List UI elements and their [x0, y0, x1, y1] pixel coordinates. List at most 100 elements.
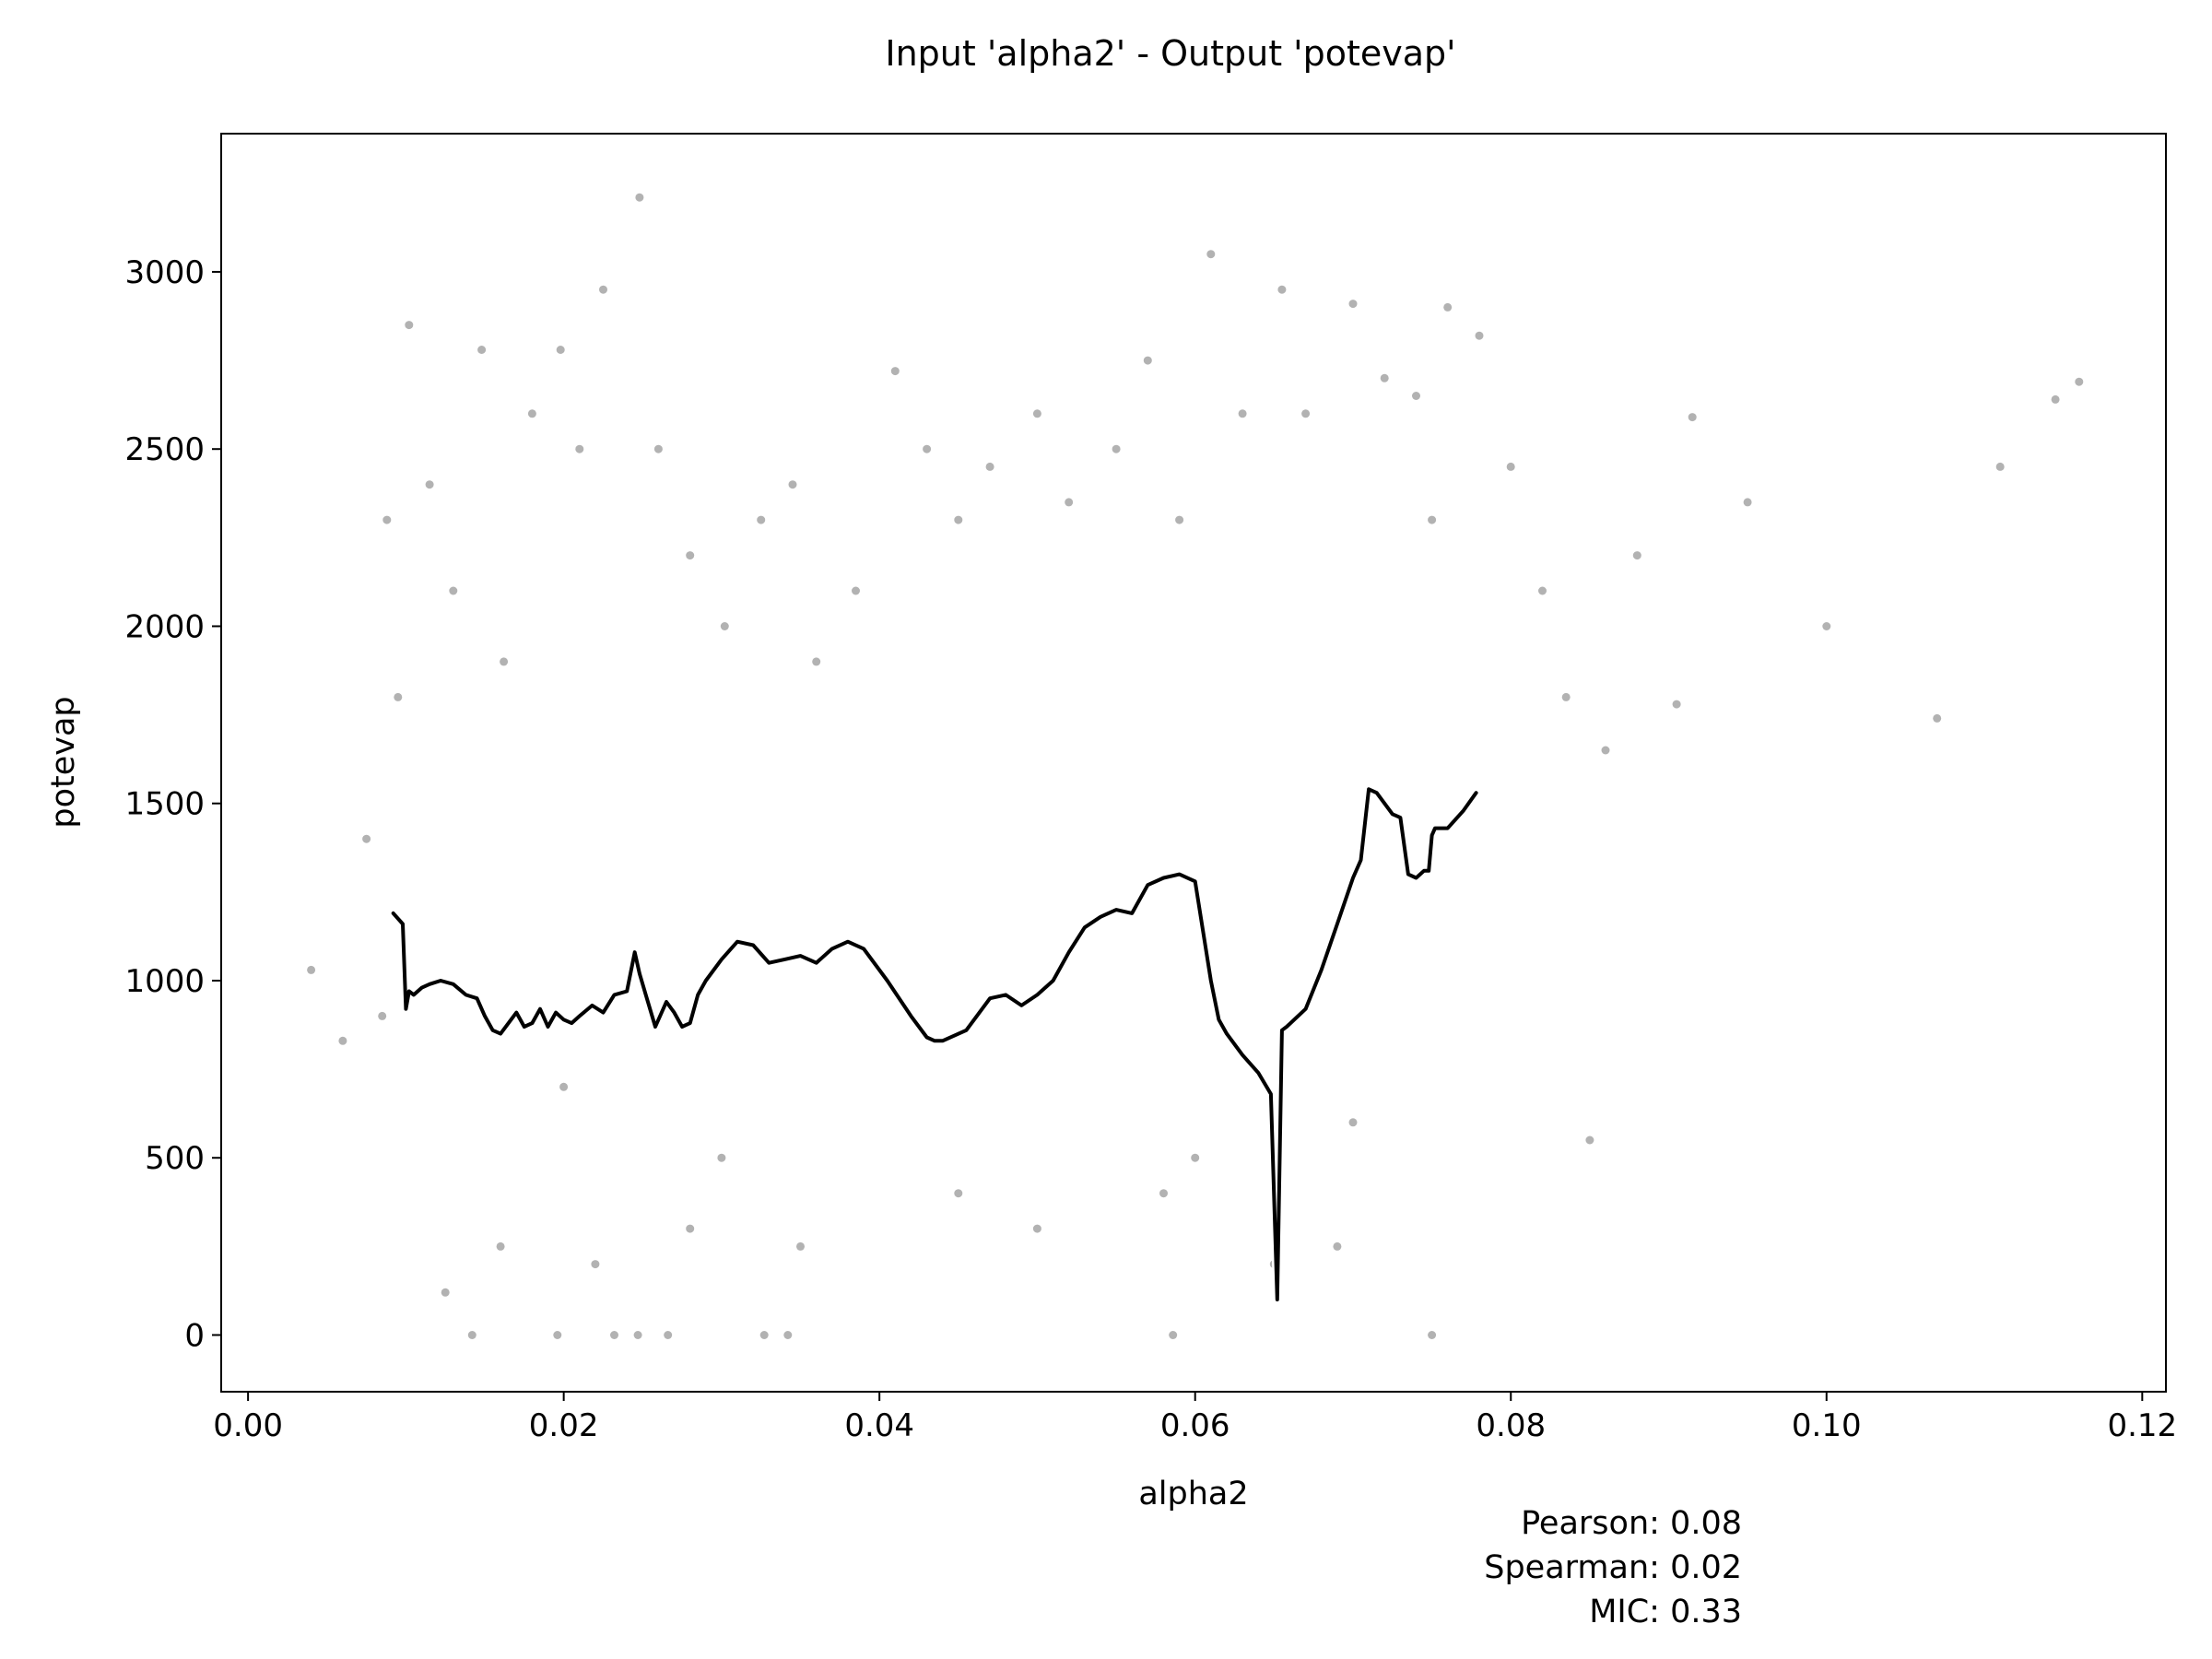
scatter-point	[686, 1224, 695, 1233]
chart-title: Input 'alpha2' - Output 'potevap'	[885, 33, 1455, 74]
scatter-point	[890, 367, 900, 376]
scatter-point	[1348, 1118, 1358, 1127]
scatter-point	[653, 444, 663, 453]
y-tick-label: 1000	[124, 963, 205, 1000]
y-axis-label: potevap	[45, 696, 82, 828]
scatter-point	[1688, 413, 1697, 422]
scatter-point	[467, 1331, 477, 1339]
stat-pearson: Pearson: 0.08	[1521, 1505, 1742, 1542]
scatter-point	[1191, 1153, 1200, 1162]
scatter-point	[559, 1082, 569, 1091]
scatter-point	[1380, 373, 1389, 382]
x-tick-label: 0.04	[844, 1407, 914, 1444]
scatter-point	[954, 1189, 963, 1198]
scatter-point	[307, 965, 316, 974]
trend-line-outline	[389, 784, 1481, 1304]
scatter-point	[1443, 302, 1453, 312]
scatter-point	[635, 193, 644, 202]
stat-spearman: Spearman: 0.02	[1484, 1549, 1742, 1586]
scatter-point	[1143, 356, 1152, 365]
x-tick-label: 0.08	[1476, 1407, 1546, 1444]
scatter-point	[788, 480, 797, 489]
scatter-point	[1238, 409, 1247, 418]
scatter-point	[1032, 1224, 1041, 1233]
y-axis-ticks: 0 500 1000 1500 2000 2500 3000	[124, 254, 221, 1354]
scatter-point	[610, 1331, 618, 1339]
scatter-point	[378, 1011, 387, 1020]
scatter-point	[1561, 692, 1571, 701]
scatter-point	[812, 657, 821, 666]
x-tick-label: 0.10	[1792, 1407, 1862, 1444]
scatter-point	[500, 657, 509, 666]
scatter-point	[591, 1260, 600, 1269]
scatter-point	[362, 834, 371, 843]
x-tick-label: 0.00	[213, 1407, 283, 1444]
scatter-point	[1506, 462, 1515, 471]
scatter-point	[1206, 250, 1216, 259]
scatter-point	[382, 515, 392, 524]
scatter-point	[633, 1331, 642, 1339]
scatter-point	[1412, 392, 1420, 400]
scatter-point	[338, 1036, 347, 1045]
scatter-point	[425, 480, 434, 489]
scatter-point	[954, 515, 963, 524]
scatter-point	[1822, 622, 1831, 630]
scatter-point	[1601, 746, 1610, 755]
y-tick-label: 3000	[124, 254, 205, 291]
scatter-point	[686, 551, 695, 560]
scatter-point	[1632, 551, 1641, 560]
y-tick-label: 2000	[124, 608, 205, 645]
scatter-point	[556, 346, 565, 354]
scatter-point	[1065, 498, 1074, 507]
scatter-point	[449, 586, 458, 595]
y-tick-label: 500	[145, 1140, 205, 1177]
scatter-points	[307, 193, 2084, 1339]
scatter-point	[441, 1288, 450, 1297]
scatter-point	[477, 346, 487, 354]
y-tick-label: 1500	[124, 786, 205, 823]
scatter-point	[1743, 498, 1752, 507]
scatter-point	[1428, 1331, 1437, 1339]
scatter-point	[1175, 515, 1184, 524]
scatter-point	[1112, 444, 1121, 453]
scatter-point	[717, 1153, 726, 1162]
x-axis-label: alpha2	[1138, 1476, 1248, 1512]
y-tick-label: 0	[184, 1317, 205, 1354]
scatter-point	[1032, 409, 1041, 418]
scatter-point	[405, 321, 414, 330]
x-tick-label: 0.06	[1160, 1407, 1230, 1444]
scatter-point	[1348, 300, 1358, 309]
scatter-point	[599, 285, 607, 294]
scatter-point	[1933, 713, 1942, 723]
scatter-point	[1672, 700, 1681, 709]
scatter-point	[1277, 285, 1287, 294]
scatter-point	[757, 515, 766, 524]
plot-frame	[220, 133, 2167, 1393]
scatter-point	[664, 1331, 673, 1339]
scatter-point	[2075, 377, 2084, 386]
scatter-point	[1169, 1331, 1178, 1339]
scatter-point	[1585, 1135, 1594, 1145]
scatter-point	[2051, 394, 2060, 404]
scatter-point	[783, 1331, 793, 1339]
scatter-point	[575, 444, 584, 453]
scatter-point	[1159, 1189, 1168, 1198]
stat-mic: MIC: 0.33	[1589, 1594, 1742, 1630]
scatter-point	[553, 1331, 562, 1339]
scatter-point	[1538, 586, 1547, 595]
trend-line	[389, 784, 1481, 1304]
scatter-point	[852, 586, 860, 595]
x-tick-label: 0.12	[2107, 1407, 2177, 1444]
scatter-point	[1995, 462, 2005, 471]
scatter-point	[923, 444, 932, 453]
scatter-point	[1333, 1241, 1342, 1251]
scatter-point	[496, 1241, 505, 1251]
y-tick-label: 2500	[124, 431, 205, 468]
x-tick-label: 0.02	[529, 1407, 599, 1444]
scatter-point	[1428, 515, 1437, 524]
scatter-point	[796, 1241, 805, 1251]
scatter-point	[527, 409, 536, 418]
trend-line-core	[391, 787, 1478, 1301]
scatter-point	[985, 462, 994, 471]
